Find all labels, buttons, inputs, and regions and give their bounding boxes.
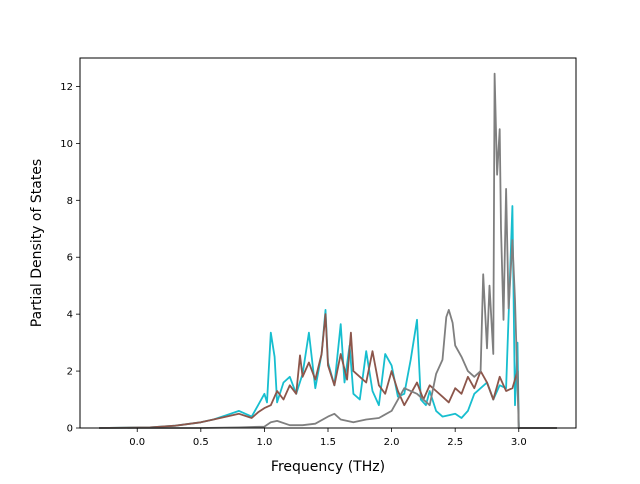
x-tick-label: 1.0	[256, 437, 272, 448]
y-tick-label: 12	[60, 82, 73, 93]
x-tick-label: 3.0	[511, 437, 527, 448]
y-tick-label: 4	[67, 310, 73, 321]
x-tick-label: 1.5	[320, 437, 336, 448]
series-line-3	[99, 72, 557, 429]
x-tick-label: 0.0	[129, 437, 145, 448]
x-axis-label: Frequency (THz)	[271, 459, 385, 475]
y-tick-label: 2	[67, 367, 73, 378]
y-tick-label: 8	[67, 196, 73, 207]
series-line-1	[99, 205, 557, 429]
y-tick-label: 0	[67, 424, 73, 435]
y-tick-label: 10	[60, 139, 73, 150]
x-tick-label: 2.5	[447, 437, 463, 448]
series-layer	[99, 72, 557, 429]
x-tick-label: 2.0	[384, 437, 400, 448]
y-tick-label: 6	[67, 253, 73, 264]
tick-layer: 0.0 0.5 1.0 1.5 2.0 2.5 3.0 0 2 4 6 8 10 12	[60, 82, 526, 448]
series-line-2	[99, 313, 557, 429]
x-tick-label: 0.5	[193, 437, 209, 448]
y-axis-label: Partial Density of States	[29, 159, 45, 327]
